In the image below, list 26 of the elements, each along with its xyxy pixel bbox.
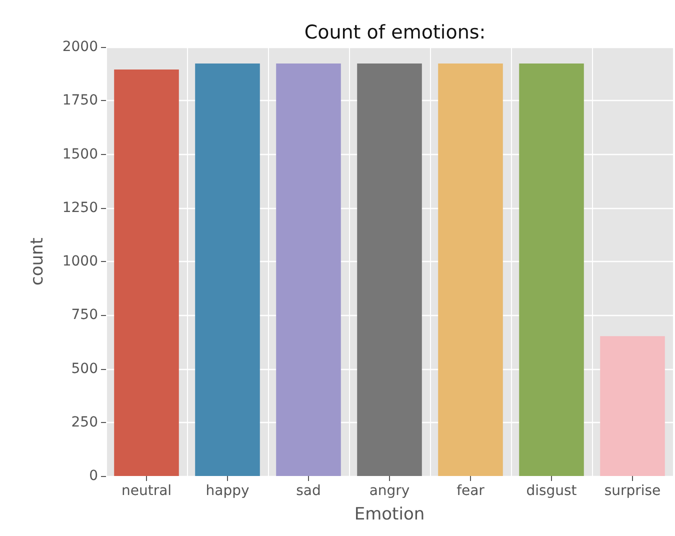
y-tick-label: 500 <box>71 360 98 377</box>
x-tick-label: angry <box>369 483 410 499</box>
x-tick-label: fear <box>456 483 485 499</box>
y-tick-label: 1250 <box>62 200 98 216</box>
y-tick-label: 0 <box>89 468 98 484</box>
chart-title: Count of emotions: <box>304 22 486 44</box>
bar <box>357 64 422 476</box>
bar <box>195 64 260 476</box>
bar <box>519 64 584 476</box>
bar <box>600 336 665 476</box>
bar <box>276 64 341 476</box>
y-tick-label: 750 <box>71 307 98 324</box>
y-axis-title: count <box>28 237 48 286</box>
y-tick-label: 1000 <box>62 254 98 270</box>
x-tick-label: sad <box>296 483 321 499</box>
bar <box>438 64 503 476</box>
y-tick-label: 1750 <box>62 92 98 109</box>
x-tick-label: disgust <box>526 483 578 499</box>
x-axis-title: Emotion <box>354 504 425 524</box>
y-tick-label: 1500 <box>62 146 98 162</box>
x-tick-label: neutral <box>121 483 172 499</box>
y-tick-label: 250 <box>71 414 98 430</box>
x-tick-label: happy <box>206 483 250 499</box>
x-tick-label: surprise <box>604 483 661 499</box>
bar <box>114 70 179 476</box>
y-tick-label: 2000 <box>62 39 98 55</box>
